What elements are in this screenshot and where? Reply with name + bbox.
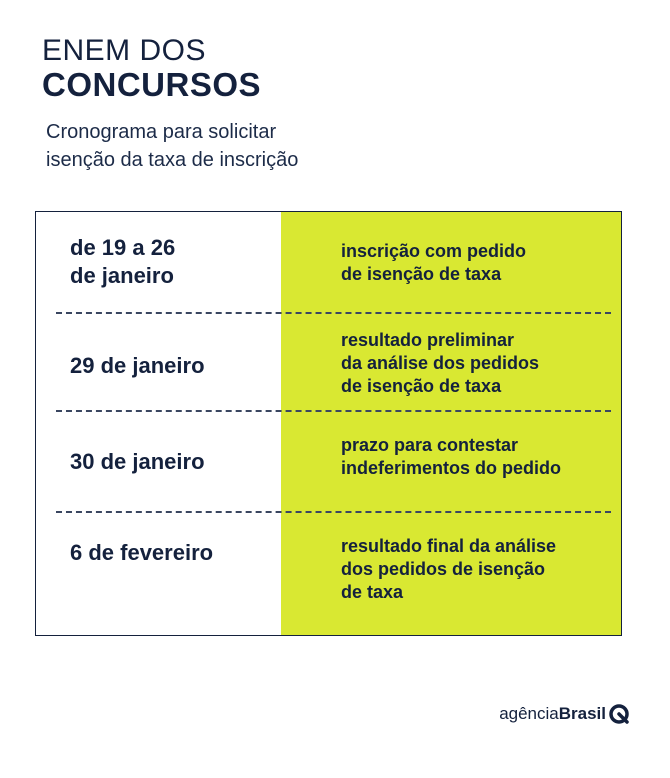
schedule-description: inscrição com pedido de isenção de taxa: [341, 240, 526, 286]
description-column-background: [281, 212, 621, 635]
description-line: de taxa: [341, 582, 404, 602]
description-line: resultado final da análise: [341, 536, 557, 556]
schedule-date: 30 de janeiro: [70, 448, 205, 476]
date-line: 29 de janeiro: [70, 353, 205, 378]
date-line: de janeiro: [70, 263, 174, 288]
description-line: de isenção de taxa: [341, 264, 502, 284]
schedule-description: resultado final da análise dos pedidos d…: [341, 535, 556, 604]
description-line: indeferimentos do pedido: [341, 458, 562, 478]
agencia-brasil-logo: agência Brasil: [499, 703, 630, 725]
date-line: 6 de fevereiro: [70, 540, 214, 565]
location-pin-icon: [609, 704, 629, 724]
date-line: 30 de janeiro: [70, 449, 205, 474]
schedule-date: 6 de fevereiro: [70, 539, 213, 567]
row-divider: [56, 511, 611, 513]
description-line: de isenção de taxa: [341, 376, 502, 396]
logo-text-bold: Brasil: [558, 704, 606, 723]
description-line: prazo para contestar: [341, 435, 519, 455]
logo-text-light: agência: [499, 704, 559, 723]
page-title-bold: CONCURSOS: [42, 66, 262, 103]
description-line: da análise dos pedidos: [341, 353, 540, 373]
date-line: de 19 a 26: [70, 235, 176, 260]
schedule-description: resultado preliminar da análise dos pedi…: [341, 329, 539, 398]
schedule-table: de 19 a 26 de janeiro inscrição com pedi…: [35, 211, 622, 636]
description-line: inscrição com pedido: [341, 241, 527, 261]
row-divider: [56, 312, 611, 314]
schedule-date: de 19 a 26 de janeiro: [70, 234, 175, 290]
schedule-date: 29 de janeiro: [70, 352, 205, 380]
subtitle-line: isenção da taxa de inscrição: [46, 149, 299, 171]
schedule-description: prazo para contestar indeferimentos do p…: [341, 434, 561, 480]
description-line: resultado preliminar: [341, 330, 515, 350]
subtitle: Cronograma para solicitar isenção da tax…: [46, 118, 298, 174]
description-line: dos pedidos de isenção: [341, 559, 546, 579]
row-divider: [56, 410, 611, 412]
subtitle-line: Cronograma para solicitar: [46, 121, 277, 143]
page-title-light: ENEM DOS: [42, 34, 207, 67]
